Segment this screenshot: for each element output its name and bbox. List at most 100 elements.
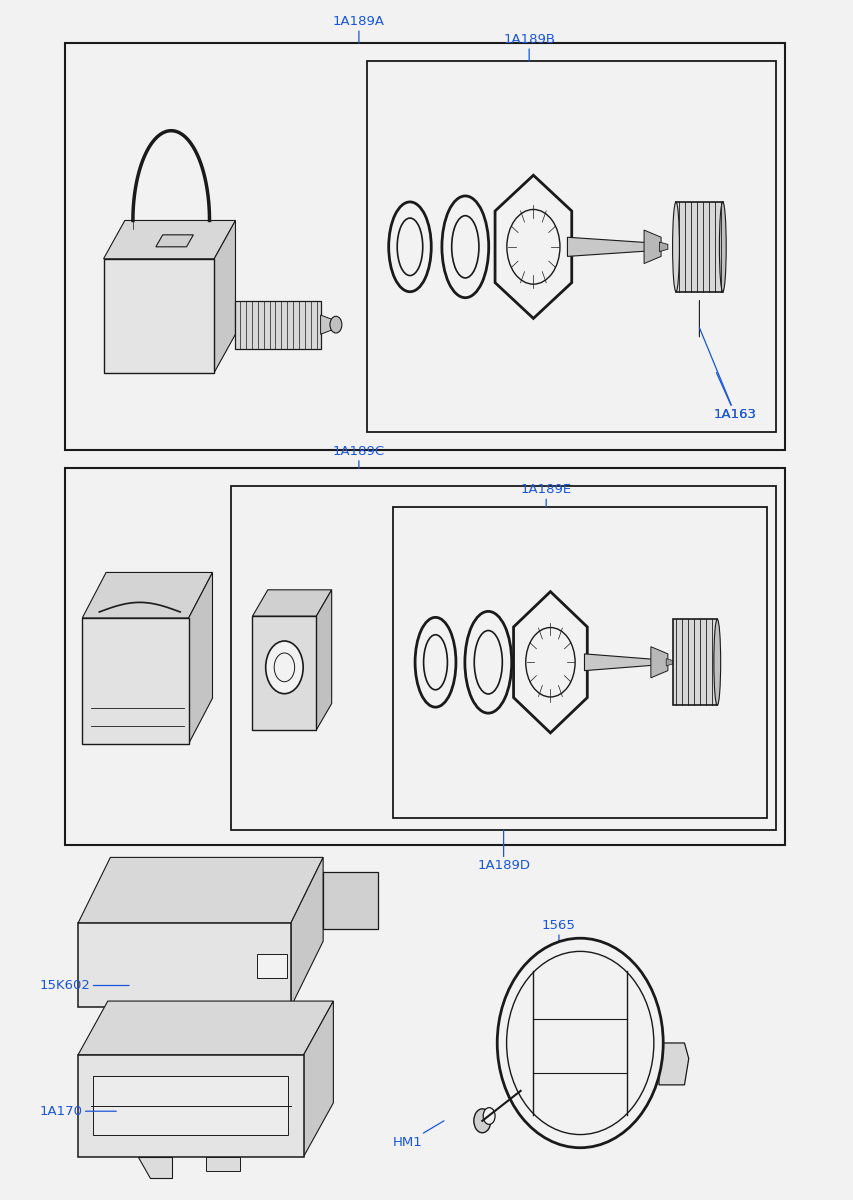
Polygon shape [78,1055,303,1157]
Bar [482,739,501,766]
Bar [519,634,538,660]
Bar [519,792,538,818]
Ellipse shape [496,938,663,1147]
Bar [631,634,650,660]
Bar [688,607,706,634]
Ellipse shape [451,216,479,278]
Bar [744,581,763,607]
Bar [482,528,501,554]
Circle shape [265,641,303,694]
Polygon shape [257,954,287,978]
Bar [575,607,594,634]
Bar [557,686,575,713]
Bar [631,739,650,766]
Bar [538,766,557,792]
Polygon shape [676,202,722,292]
Polygon shape [291,858,322,1007]
Polygon shape [650,647,667,678]
Polygon shape [320,316,333,335]
Circle shape [506,210,560,284]
Bar [519,686,538,713]
Polygon shape [78,923,291,1007]
Bar [669,634,688,660]
Bar [650,713,669,739]
Bar [538,607,557,634]
Text: 1565: 1565 [542,919,575,943]
Bar [482,581,501,607]
Bar [557,528,575,554]
Bar [538,660,557,686]
Bar [650,660,669,686]
Bar [557,581,575,607]
Polygon shape [137,1157,171,1178]
Bar [669,686,688,713]
Bar [744,634,763,660]
Polygon shape [78,1001,333,1055]
Ellipse shape [441,196,488,298]
Bar [501,554,519,581]
Bar [650,766,669,792]
Bar [501,660,519,686]
Polygon shape [533,1019,626,1073]
Bar [482,792,501,818]
Polygon shape [103,259,214,372]
Polygon shape [316,590,331,730]
Text: 1A189E: 1A189E [520,484,571,506]
Polygon shape [322,871,378,929]
Bar [669,528,688,554]
Text: 1A189A: 1A189A [333,16,385,43]
Ellipse shape [718,202,725,292]
Ellipse shape [464,611,511,713]
Ellipse shape [506,952,653,1134]
Bar [744,686,763,713]
Bar [725,766,744,792]
Bar [669,739,688,766]
Polygon shape [659,242,667,252]
Ellipse shape [713,619,720,706]
Polygon shape [252,616,316,730]
Ellipse shape [423,635,447,690]
Bar [231,486,775,830]
Bar [367,61,775,432]
Polygon shape [103,221,235,259]
Bar [501,713,519,739]
Polygon shape [495,175,571,318]
Bar [688,713,706,739]
Polygon shape [583,654,660,671]
Bar [631,792,650,818]
Text: 1A170: 1A170 [39,1105,116,1117]
Ellipse shape [397,218,422,276]
Bar [575,554,594,581]
Polygon shape [672,619,717,706]
Circle shape [329,317,341,334]
Bar [631,686,650,713]
Circle shape [525,628,574,697]
Bar [594,686,612,713]
Polygon shape [93,1076,288,1135]
Bar [650,607,669,634]
Circle shape [274,653,294,682]
Text: 15K602: 15K602 [39,979,129,992]
Bar [519,739,538,766]
Bar [612,766,631,792]
Bar [575,713,594,739]
Polygon shape [665,659,674,666]
Bar [706,686,725,713]
Text: 1A163: 1A163 [713,372,756,421]
Polygon shape [78,858,322,923]
Bar [575,766,594,792]
Bar [538,554,557,581]
Polygon shape [214,221,235,372]
Circle shape [483,1108,495,1124]
Bar [575,660,594,686]
Bar [501,766,519,792]
Bar [612,660,631,686]
Bar [557,792,575,818]
Bar [725,554,744,581]
Circle shape [473,1109,490,1133]
Bar [725,713,744,739]
Polygon shape [659,1043,688,1085]
Polygon shape [156,235,193,247]
Bar [669,792,688,818]
Ellipse shape [672,202,679,292]
